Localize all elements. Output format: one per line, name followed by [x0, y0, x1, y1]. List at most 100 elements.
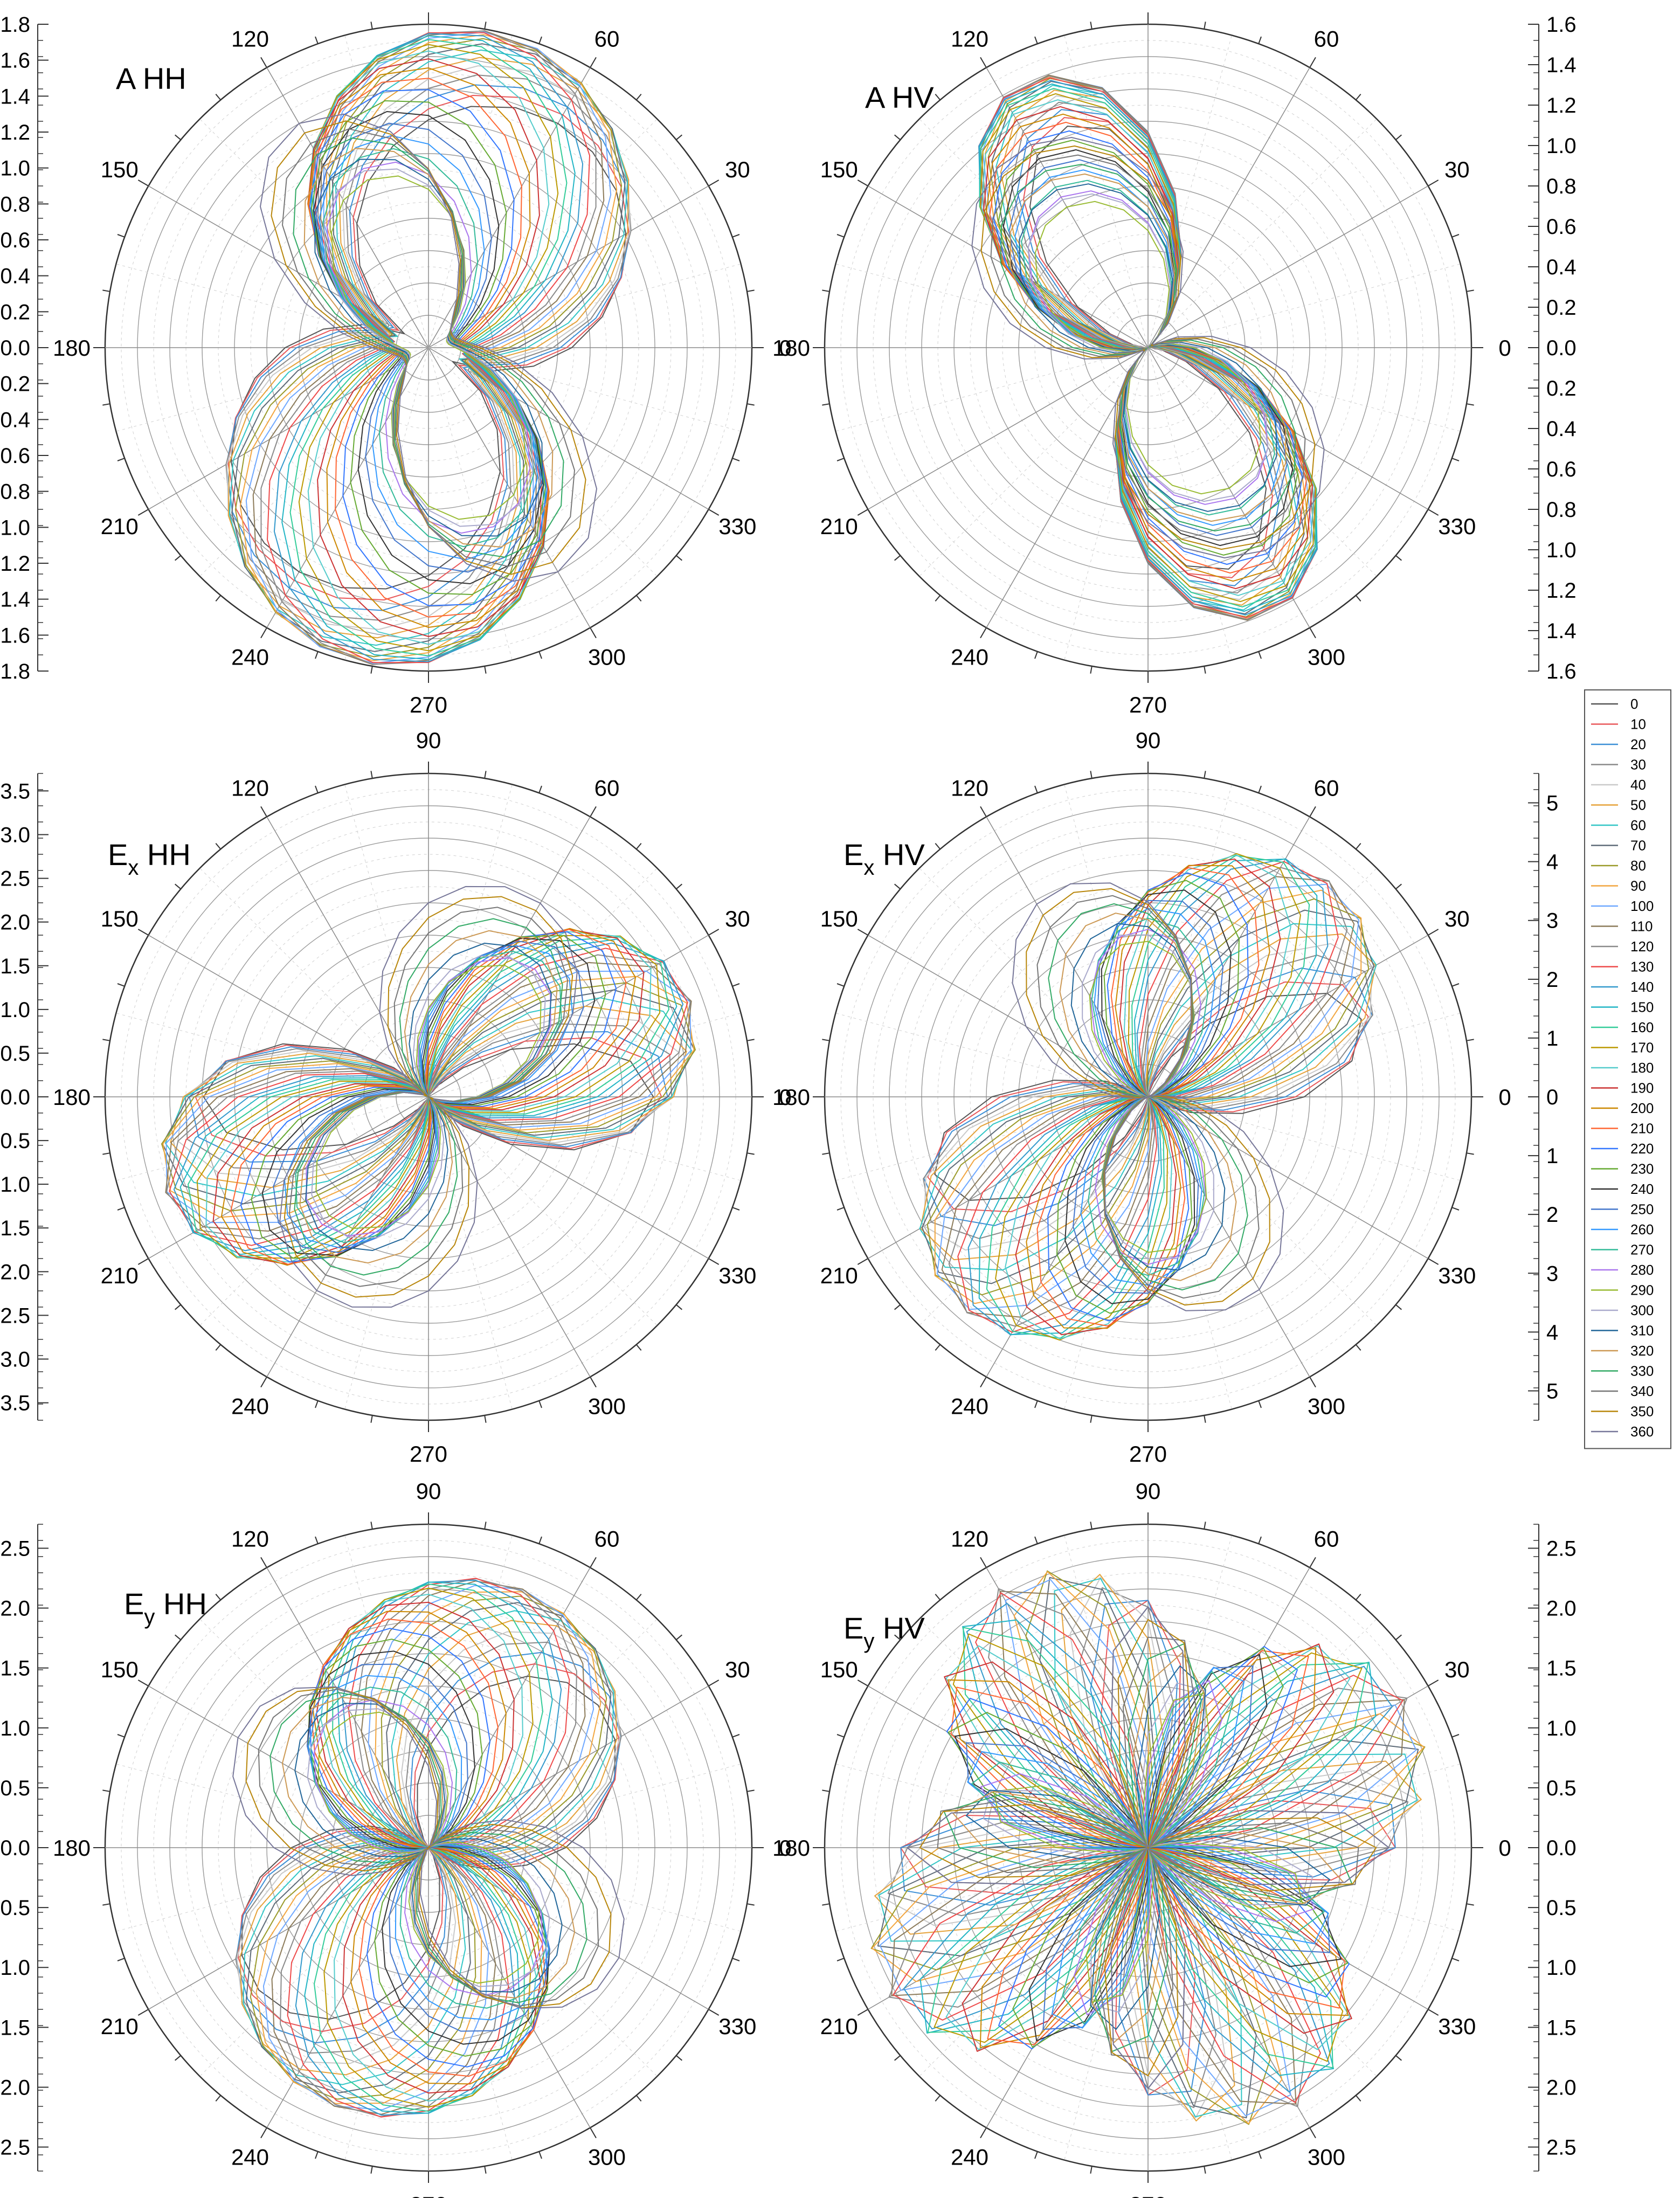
angle-tick	[935, 1344, 941, 1351]
angle-tick	[370, 666, 373, 674]
grid-spoke	[986, 817, 1149, 1097]
legend-label: 280	[1630, 1262, 1654, 1278]
series-line-330	[1000, 164, 1296, 531]
angle-tick	[857, 509, 868, 516]
polar-panel-5: 9060300330300270240210180150120Ey HV2.52…	[772, 1478, 1577, 2198]
grid-spoke	[428, 67, 591, 348]
grid-spoke	[428, 347, 709, 510]
angle-label: 240	[231, 1393, 269, 1419]
radial-tick-label: 0.8	[0, 480, 30, 504]
grid-spoke	[266, 67, 429, 348]
legend-label: 160	[1630, 1019, 1654, 1035]
angle-label: 330	[1438, 514, 1476, 539]
radial-tick-label: 1.0	[0, 157, 30, 181]
angle-tick	[1466, 289, 1474, 292]
radial-tick-label: 1.0	[0, 516, 30, 540]
angle-tick	[708, 1258, 720, 1265]
legend-label: 230	[1630, 1161, 1654, 1177]
angle-tick	[137, 1258, 149, 1265]
angle-tick	[260, 1377, 267, 1388]
angle-tick	[117, 458, 125, 461]
angle-label: 0	[1498, 1084, 1511, 1110]
angle-label: 240	[951, 644, 988, 669]
grid-spoke	[266, 817, 429, 1097]
legend-label: 190	[1630, 1080, 1654, 1096]
angle-tick	[1258, 2151, 1262, 2159]
angle-tick	[1395, 883, 1402, 890]
angle-label: 300	[1308, 644, 1345, 669]
series-line-360	[971, 137, 1325, 558]
angle-label: 150	[101, 906, 139, 931]
radial-tick-label: 2	[1546, 1203, 1558, 1227]
radial-tick-label: 1.0	[0, 1956, 30, 1980]
radial-tick-label: 0.4	[0, 265, 30, 288]
angle-tick	[1466, 1039, 1474, 1041]
radial-tick-label: 1.5	[1546, 1657, 1577, 1681]
legend-label: 10	[1630, 716, 1646, 732]
series-group	[232, 1578, 625, 2118]
legend-label: 60	[1630, 817, 1646, 833]
grid-spoke	[1147, 35, 1232, 348]
radial-tick-label: 2.0	[0, 911, 30, 935]
angle-tick	[708, 929, 720, 936]
angle-tick	[822, 403, 830, 406]
grid-spoke	[428, 185, 709, 348]
series-line-310	[314, 158, 543, 537]
angle-tick	[836, 1207, 845, 1211]
radial-tick-label: 0.6	[0, 444, 30, 468]
angle-tick	[175, 1634, 182, 1641]
angle-tick	[1428, 179, 1439, 186]
angle-tick	[822, 1789, 830, 1792]
angle-tick	[102, 403, 110, 406]
angle-label: 330	[718, 2014, 756, 2039]
angle-tick	[935, 843, 941, 850]
grid-spoke	[148, 347, 429, 510]
angle-tick	[1355, 1344, 1361, 1351]
angle-label: 150	[820, 157, 858, 182]
angle-tick	[370, 1522, 373, 1530]
angle-tick	[857, 179, 868, 186]
angle-tick	[635, 2095, 642, 2102]
angle-tick	[484, 1522, 487, 1530]
angle-tick	[1258, 785, 1262, 793]
series-line-320	[303, 148, 554, 548]
legend-label: 40	[1630, 777, 1646, 793]
radial-tick-label: 1.6	[1546, 660, 1577, 683]
angle-tick	[1466, 403, 1474, 406]
angle-tick	[635, 94, 642, 101]
radial-tick-label: 5	[1546, 1379, 1558, 1403]
angle-tick	[1428, 2009, 1439, 2016]
angle-tick	[1309, 57, 1316, 68]
series-line-0	[230, 106, 627, 590]
legend-label: 290	[1630, 1282, 1654, 1298]
angle-tick	[980, 627, 987, 639]
grid-spoke	[428, 1847, 741, 1932]
grid-spoke	[428, 1096, 513, 1409]
angle-label: 300	[588, 2144, 626, 2169]
angle-tick	[484, 771, 487, 779]
radial-tick-label: 1.0	[1546, 538, 1577, 562]
radial-tick-label: 1.4	[0, 85, 30, 108]
radial-tick-label: 1.0	[1546, 1717, 1577, 1740]
angle-tick	[1309, 627, 1316, 639]
angle-tick	[732, 458, 740, 461]
angle-label: 330	[718, 514, 756, 539]
angle-label: 60	[1314, 1526, 1339, 1552]
angle-tick	[117, 1207, 125, 1211]
angle-tick	[260, 2127, 267, 2139]
series-line-310	[1019, 183, 1277, 512]
series-line-360	[907, 1606, 1389, 2089]
radial-tick-label: 1.6	[0, 49, 30, 73]
angle-label: 120	[231, 26, 269, 52]
angle-tick	[590, 806, 597, 817]
angle-label: 270	[410, 2192, 447, 2198]
angle-tick	[315, 651, 319, 659]
legend-label: 310	[1630, 1323, 1654, 1339]
angle-label: 240	[231, 2144, 269, 2169]
angle-tick	[590, 2127, 597, 2139]
angle-tick	[746, 1903, 755, 1906]
angle-tick	[1090, 1415, 1093, 1423]
series-line-350	[980, 145, 1316, 550]
angle-label: 210	[820, 1263, 858, 1288]
radial-tick-label: 0.6	[1546, 215, 1577, 239]
